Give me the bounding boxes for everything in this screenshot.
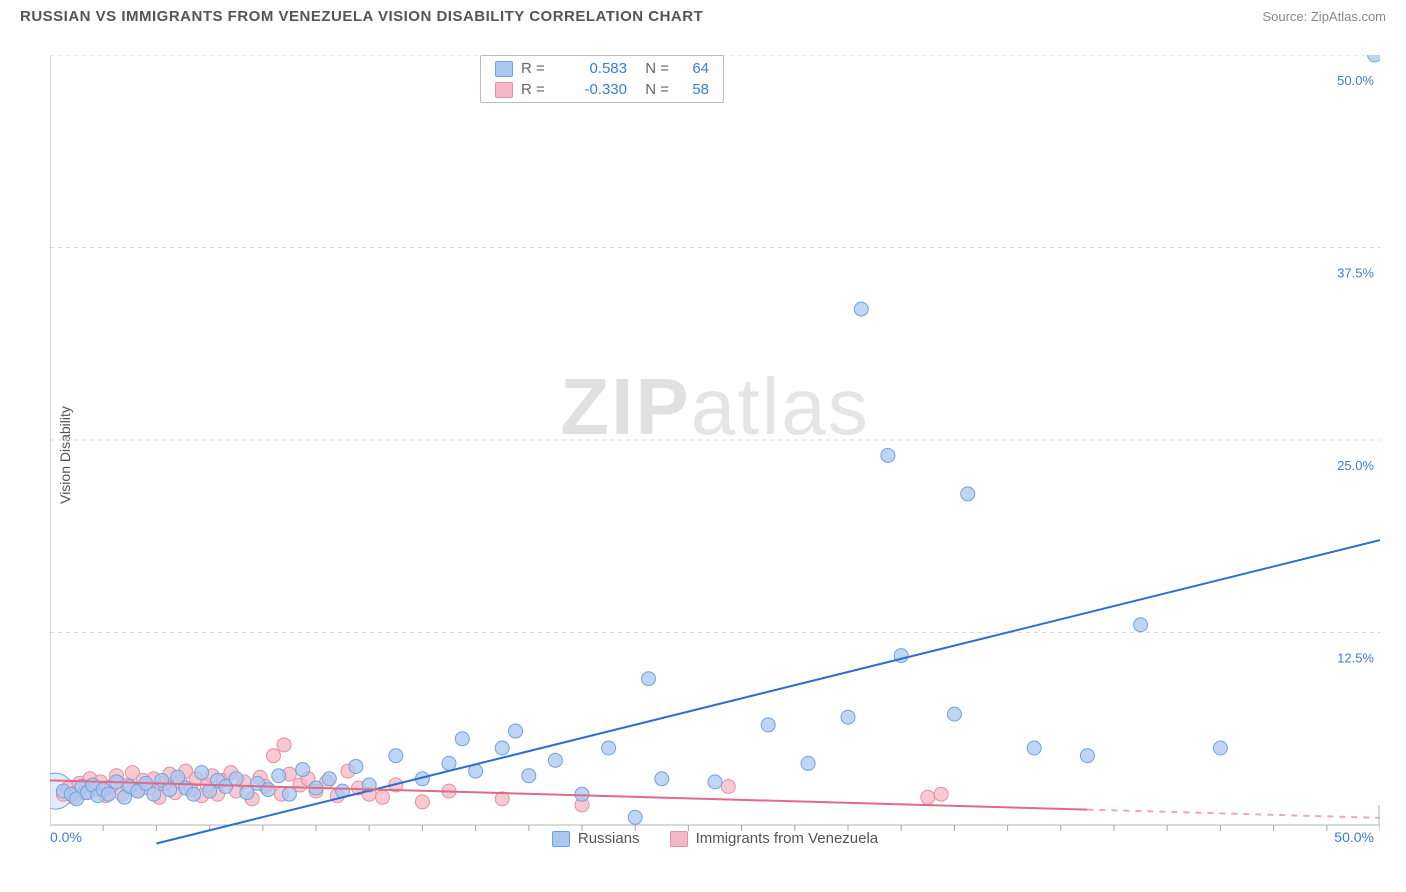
series-legend: Russians Immigrants from Venezuela	[50, 830, 1380, 847]
svg-text:37.5%: 37.5%	[1337, 266, 1374, 281]
r-value-venezuela: -0.330	[557, 81, 627, 98]
swatch-icon	[670, 831, 688, 847]
swatch-icon	[495, 61, 513, 77]
chart-container: Vision Disability ZIPatlas 12.5%25.0%37.…	[50, 55, 1380, 855]
r-label: R =	[521, 81, 549, 98]
legend-row-venezuela: R = -0.330 N = 58	[481, 79, 723, 100]
legend-item-venezuela: Immigrants from Venezuela	[670, 830, 879, 847]
legend-item-russians: Russians	[552, 830, 640, 847]
correlation-legend: R = 0.583 N = 64 R = -0.330 N = 58	[480, 55, 724, 103]
n-value-venezuela: 58	[677, 81, 709, 98]
r-label: R =	[521, 60, 549, 77]
n-label: N =	[635, 81, 669, 98]
svg-text:50.0%: 50.0%	[1337, 73, 1374, 88]
n-value-russians: 64	[677, 60, 709, 77]
chart-title: RUSSIAN VS IMMIGRANTS FROM VENEZUELA VIS…	[20, 8, 703, 25]
legend-label: Immigrants from Venezuela	[696, 830, 879, 847]
legend-row-russians: R = 0.583 N = 64	[481, 58, 723, 79]
svg-text:25.0%: 25.0%	[1337, 458, 1374, 473]
n-label: N =	[635, 60, 669, 77]
legend-label: Russians	[578, 830, 640, 847]
r-value-russians: 0.583	[557, 60, 627, 77]
scatter-plot: 12.5% 25.0% 37.5% 50.0%	[50, 55, 1380, 855]
svg-text:12.5%: 12.5%	[1337, 651, 1374, 666]
swatch-icon	[495, 82, 513, 98]
source-label: Source: ZipAtlas.com	[1262, 9, 1386, 24]
swatch-icon	[552, 831, 570, 847]
